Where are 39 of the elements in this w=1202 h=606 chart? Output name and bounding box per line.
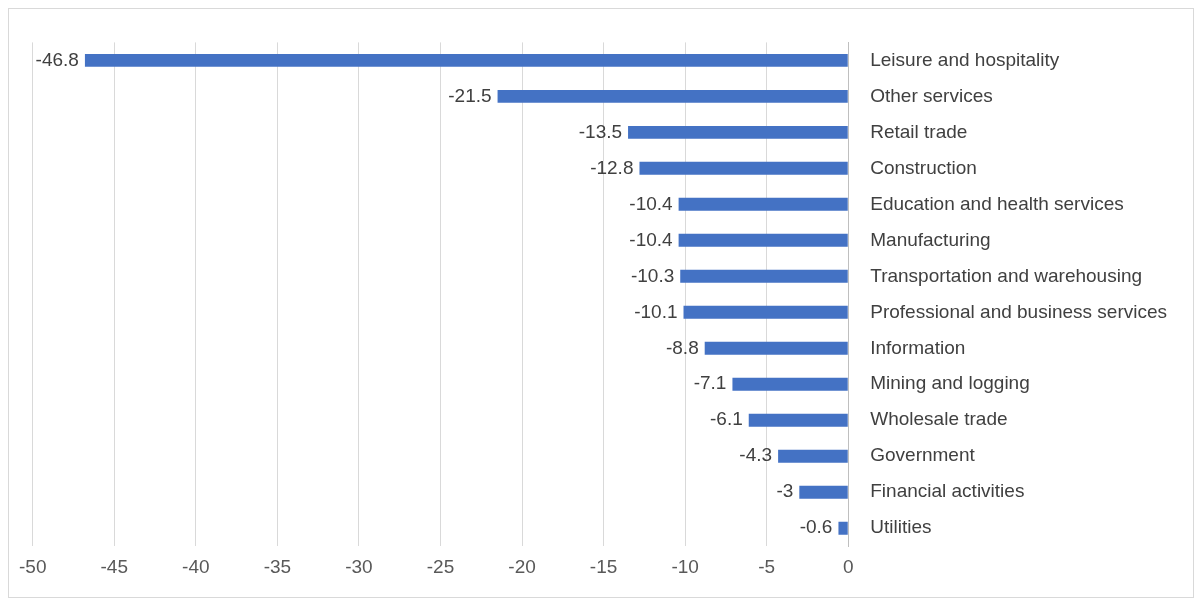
data-label: -7.1 xyxy=(693,372,727,394)
data-label: -3 xyxy=(776,480,794,502)
x-tick-label: -5 xyxy=(758,555,776,577)
data-label: -10.1 xyxy=(634,300,678,322)
y-tick-label: Transportation and warehousing xyxy=(870,264,1143,286)
y-tick-label: Utilities xyxy=(870,516,932,538)
data-label: -10.4 xyxy=(629,192,674,214)
y-tick-label: Education and health services xyxy=(870,192,1124,214)
x-tick-label: -30 xyxy=(345,555,373,577)
x-tick-label: 0 xyxy=(842,555,854,577)
y-tick-label: Information xyxy=(870,336,966,358)
data-label: -8.8 xyxy=(665,336,699,358)
x-tick-label: -15 xyxy=(589,555,618,577)
data-label: -12.8 xyxy=(590,156,634,178)
y-tick-label: Wholesale trade xyxy=(870,408,1008,430)
data-label: -0.6 xyxy=(799,516,833,538)
y-tick-label: Government xyxy=(870,444,976,466)
x-tick-label: -35 xyxy=(263,555,292,577)
x-tick-label: -25 xyxy=(426,555,455,577)
y-tick-label: Manufacturing xyxy=(870,228,991,250)
data-label: -4.3 xyxy=(739,444,773,466)
x-tick-label: -10 xyxy=(671,555,699,577)
y-tick-label: Retail trade xyxy=(870,120,968,142)
data-label: -10.4 xyxy=(629,228,674,250)
y-tick-label: Construction xyxy=(870,156,977,178)
x-tick-label: -45 xyxy=(100,555,129,577)
y-tick-label: Other services xyxy=(870,84,993,106)
data-label: -10.3 xyxy=(630,264,675,286)
x-tick-label: -40 xyxy=(182,555,210,577)
y-tick-label: Mining and logging xyxy=(870,372,1030,394)
data-label: -6.1 xyxy=(709,408,743,430)
data-label: -21.5 xyxy=(448,84,492,106)
data-label: -46.8 xyxy=(35,48,79,70)
y-tick-label: Leisure and hospitality xyxy=(870,48,1060,70)
x-tick-label: -50 xyxy=(19,555,47,577)
x-tick-label: -20 xyxy=(508,555,536,577)
y-tick-label: Professional and business services xyxy=(870,300,1167,322)
y-tick-label: Financial activities xyxy=(870,480,1025,502)
data-label: -13.5 xyxy=(578,120,623,142)
